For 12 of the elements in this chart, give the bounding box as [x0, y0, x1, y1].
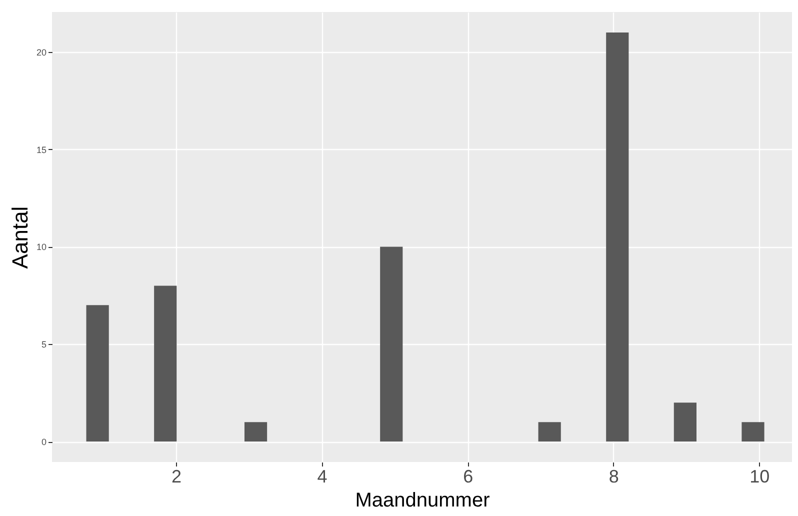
y-tick-label: 20 — [36, 47, 46, 58]
x-axis-title: Maandnummer — [355, 490, 490, 512]
y-tick-label: 0 — [41, 437, 46, 448]
x-tick-label: 10 — [750, 466, 770, 486]
x-tick-label: 8 — [608, 466, 619, 486]
y-tick-label: 10 — [36, 242, 46, 252]
x-tick-label: 2 — [171, 466, 182, 486]
y-tick-label: 15 — [36, 144, 46, 155]
y-axis-title: Aantal — [7, 206, 32, 269]
x-tick-label: 4 — [317, 466, 328, 486]
y-tick-label: 5 — [41, 340, 46, 350]
x-tick-label: 6 — [463, 466, 474, 486]
